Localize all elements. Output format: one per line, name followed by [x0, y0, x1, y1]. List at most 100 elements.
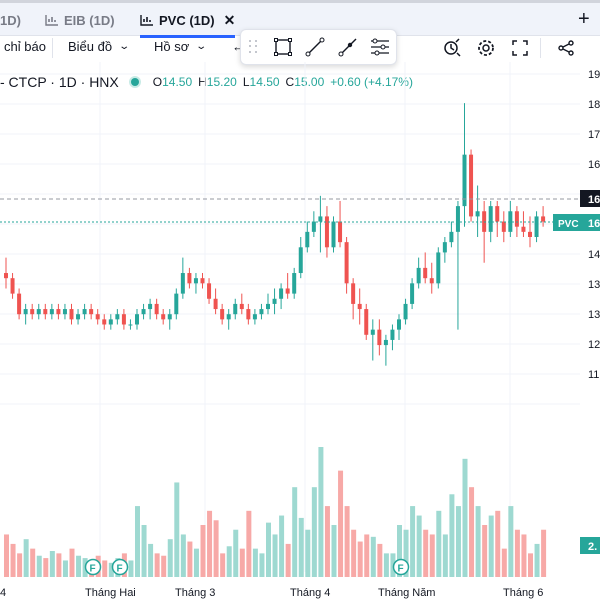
drag-handle-icon[interactable] — [249, 40, 259, 54]
add-tab-icon[interactable]: + — [578, 8, 590, 30]
candle-body — [351, 283, 356, 304]
market-status-icon — [130, 78, 139, 86]
price-tick-label: 19 — [588, 69, 600, 81]
profile-button[interactable]: Hồ sơ ⌄ — [154, 39, 208, 54]
price-axis — [580, 62, 600, 600]
candle-body — [344, 242, 349, 284]
volume-bar — [56, 553, 62, 577]
volume-bar — [226, 546, 232, 577]
symbol-title[interactable]: - CTCP · 1D · HNX — [0, 74, 119, 90]
time-axis-label: Tháng Hai — [85, 587, 136, 599]
change-value: +0.60 (+4.17%) — [330, 75, 413, 89]
volume-bar — [397, 525, 402, 577]
volume-bar — [442, 534, 448, 577]
event-marker-icon — [84, 558, 102, 576]
candle-body — [200, 278, 205, 284]
candle-body — [43, 309, 48, 315]
volume-bar — [364, 534, 370, 577]
volume-bar — [429, 534, 435, 577]
candle-body — [266, 303, 270, 310]
volume-label: 2. — [588, 541, 597, 553]
candle-body — [220, 309, 225, 320]
candle-body — [4, 273, 8, 279]
tab-previous-symbol[interactable]: 1D) — [0, 10, 21, 30]
chart-grid — [0, 62, 580, 572]
candle-body — [76, 314, 81, 320]
profile-label: Hồ sơ — [154, 39, 190, 54]
time-axis-label: Tháng 3 — [175, 587, 215, 599]
candle-body — [521, 226, 526, 232]
price-tick-label: 12 — [588, 339, 600, 351]
close-icon[interactable]: ✕ — [223, 11, 236, 28]
indicators-button[interactable]: chỉ báo — [4, 39, 46, 54]
candle-body — [390, 329, 395, 340]
share-icon[interactable] — [554, 38, 578, 58]
fullscreen-icon[interactable] — [508, 38, 532, 58]
volume-bar — [102, 560, 108, 577]
volume-bar — [501, 548, 507, 577]
candle-body — [154, 303, 159, 315]
price-chart[interactable]: 1918171616151413131211 16 PVC 16 2. FFF … — [0, 62, 600, 600]
price-tick-label: 17 — [588, 129, 600, 141]
candle-body — [364, 309, 369, 335]
volume-bar — [174, 482, 180, 577]
candle-body — [285, 288, 290, 294]
candle-body — [495, 206, 500, 222]
volume-bar — [30, 548, 36, 577]
candle-body — [161, 314, 166, 320]
volume-bar — [370, 536, 376, 577]
candle-body — [455, 206, 460, 232]
candle-body — [383, 339, 388, 346]
volume-bar — [213, 520, 219, 577]
volume-bar — [141, 525, 147, 577]
tab-pvc[interactable]: PVC (1D) ✕ — [140, 10, 236, 38]
candle-body — [207, 283, 212, 299]
crosshair-price-label: 16 — [588, 194, 600, 206]
volume-bar — [377, 543, 383, 577]
event-marker-label: F — [90, 564, 96, 575]
low-value: 14.50 — [249, 75, 280, 89]
chart-type-button[interactable]: Biểu đồ ⌄ — [68, 39, 130, 54]
volume-bar — [436, 510, 442, 577]
candle-body — [102, 319, 107, 325]
event-marker-label: F — [398, 564, 404, 575]
tab-eib[interactable]: EIB (1D) — [45, 10, 115, 30]
candle-body — [311, 221, 316, 232]
volume-bar — [148, 543, 154, 577]
volume-bar — [239, 548, 245, 577]
volume-bar — [17, 553, 23, 577]
volume-bar — [266, 522, 271, 577]
candle-body — [469, 154, 474, 217]
price-tick-label: 16 — [588, 159, 600, 171]
gear-icon[interactable] — [474, 38, 498, 58]
candle-body — [23, 309, 28, 315]
candle-body — [121, 314, 126, 325]
candle-body — [69, 309, 74, 320]
volume-bar — [246, 510, 252, 577]
volume-bar — [482, 525, 488, 577]
volume-bar — [292, 487, 298, 577]
volume-bar — [252, 548, 258, 577]
tab-label: EIB (1D) — [64, 12, 115, 28]
candle-body — [239, 303, 244, 310]
event-marker-icon — [111, 558, 129, 576]
candle-body — [30, 309, 35, 315]
candle-body — [488, 206, 493, 232]
trend-line-tool-icon[interactable] — [299, 32, 331, 62]
candle-body — [442, 242, 447, 253]
candle-body — [246, 309, 251, 320]
candle-body — [252, 314, 257, 320]
tab-label: PVC (1D) — [159, 12, 215, 28]
volume-bar — [36, 555, 42, 577]
chevron-down-icon: ⌄ — [195, 41, 208, 52]
ray-tool-icon[interactable] — [331, 32, 363, 62]
volume-bar — [180, 534, 186, 577]
volume-bar — [220, 553, 226, 577]
volume-bar — [521, 534, 527, 577]
candle-body — [17, 293, 22, 315]
candle-body — [318, 216, 323, 222]
rectangle-tool-icon[interactable] — [267, 32, 299, 62]
settings-lines-icon[interactable] — [364, 32, 396, 62]
volume-series — [4, 447, 547, 577]
alert-icon[interactable] — [440, 38, 464, 58]
